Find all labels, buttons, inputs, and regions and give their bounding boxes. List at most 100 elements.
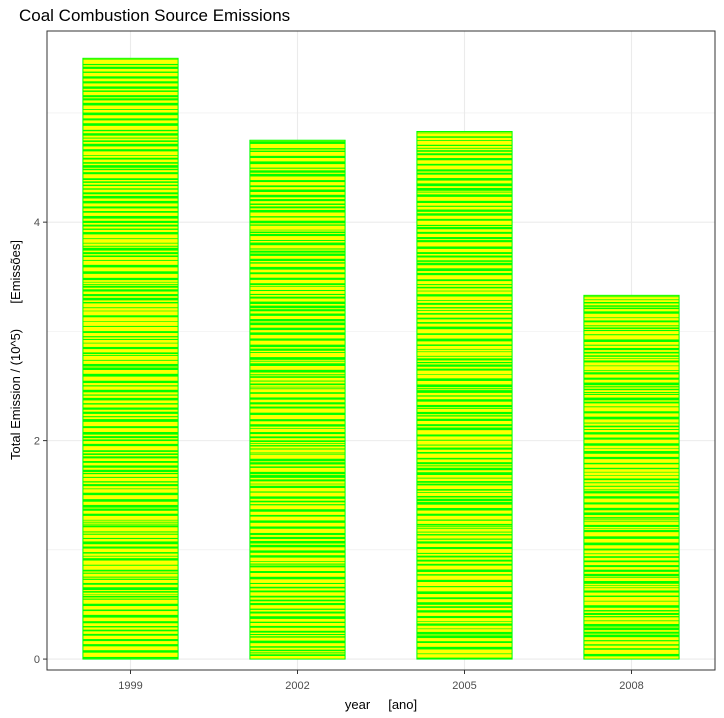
bar-segment [583,296,680,298]
bar-segment [583,305,680,307]
bar-segment [583,512,680,516]
bar-segment [416,240,513,243]
bar-segment [82,626,179,628]
bar-segment [249,563,346,565]
bar-segment [82,66,179,69]
bar-segment [416,434,513,437]
bar-segment [82,245,179,247]
bar-segment [249,491,346,493]
bar-segment [82,443,179,447]
bar-segment [416,404,513,408]
bar-segment [416,326,513,330]
bar-segment [249,452,346,454]
bar-segment [249,485,346,489]
bar-segment [249,532,346,536]
bar-segment [583,610,680,612]
bar-segment [249,360,346,362]
bar-segment [82,614,179,618]
bar-segment [249,286,346,288]
bar-segment [249,332,346,335]
bar-segment [82,172,179,175]
bar-segment [249,148,346,150]
bar-segment [249,309,346,312]
bar-segment [416,294,513,297]
bar-segment [416,646,513,650]
bar-segment [416,351,513,353]
bar-segment [249,520,346,523]
bar-segment [249,634,346,636]
bar-segment [583,325,680,327]
bar-segment [82,576,179,578]
bar-segment [249,471,346,475]
bar-segment [82,242,179,244]
bar-segment [249,161,346,165]
bar-segment [416,538,513,540]
y-tick-label: 0 [34,654,40,666]
bar-segment [416,150,513,152]
bar-segment [82,633,179,636]
bar-segment [82,531,179,533]
bar-segment [249,475,346,478]
bar-segment [249,386,346,388]
bar-segment [416,213,513,216]
bar-segment [249,296,346,299]
bar-segment [82,224,179,227]
y-axis-title: Total Emission / (10^5) [Emissões] [8,240,23,460]
bar-segment [416,200,513,204]
bar-segment [82,426,179,429]
bar-segment [583,429,680,430]
bar-segment [249,448,346,450]
bar-segment [583,344,680,346]
bar-segment [249,514,346,517]
bar-segment [82,195,179,199]
bar-segment [82,220,179,223]
bar-segment [416,534,513,536]
bar-segment [82,184,179,187]
bar-segment [583,590,680,593]
bar-segment [249,625,346,628]
bar-segment [583,631,680,634]
bar-segment [416,602,513,605]
bar-segment [583,377,680,380]
bar-segment [416,462,513,465]
bar-segment [249,436,346,439]
bar-segment [249,424,346,427]
bar-segment [249,216,346,218]
bar-segment [82,436,179,439]
bar-segment [82,289,179,292]
bar-segment [416,272,513,276]
bar-segment [249,289,346,292]
bar-segment [416,147,513,149]
bar-segment [82,537,179,540]
bar-1999 [82,57,179,660]
bar-segment [82,109,179,110]
bar-segment [416,268,513,272]
bar-segment [82,558,179,561]
bar-segment [249,500,346,503]
bar-segment [249,240,346,242]
bar-segment [82,192,179,195]
bar-segment [583,355,680,357]
bar-segment [583,524,680,527]
bar-segment [416,439,513,441]
bar-segment [416,502,513,505]
bar-segment [82,394,179,396]
bar-segment [249,224,346,226]
bar-segment [583,634,680,638]
bar-segment [82,352,179,355]
bar-segment [82,488,179,490]
y-tick-label: 4 [34,217,40,229]
bar-segment [416,374,513,375]
bar-segment [249,458,346,462]
bar-segment [416,286,513,289]
bar-segment [82,621,179,624]
bar-segment [82,541,179,545]
bar-segment [583,365,680,367]
bar-segment [82,86,179,89]
bar-segment [416,163,513,166]
bar-segment [583,432,680,435]
bar-segment [82,162,179,164]
bar-segment [416,597,513,600]
bar-segment [82,411,179,414]
bar-segment [82,523,179,525]
